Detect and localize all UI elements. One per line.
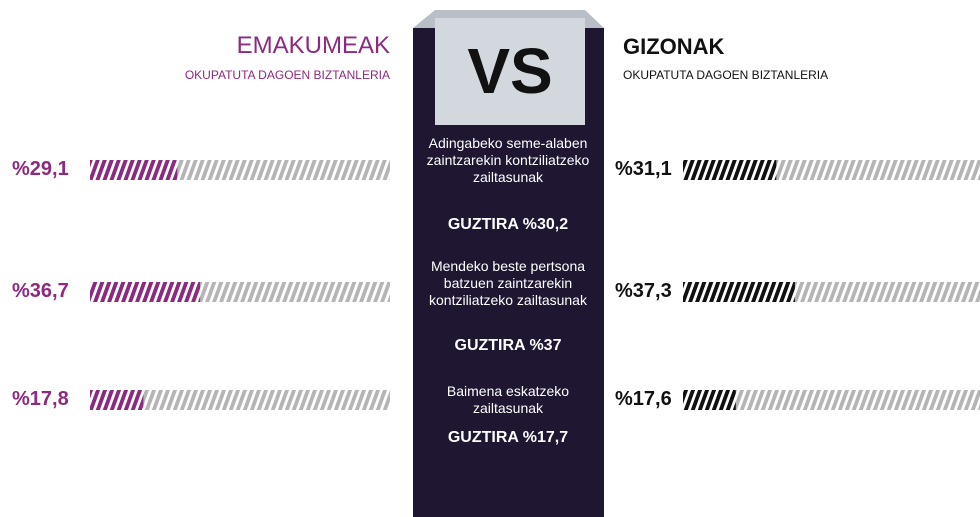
- women-subtitle: OKUPATUTA DAGOEN BIZTANLERIA: [184, 68, 390, 82]
- value-label: %17,8: [12, 388, 69, 410]
- bar: [683, 160, 777, 180]
- men-subtitle: OKUPATUTA DAGOEN BIZTANLERIA: [623, 68, 829, 82]
- bar: [683, 282, 795, 302]
- value-label: %31,1: [615, 158, 672, 180]
- women-title: EMAKUMEAK: [236, 32, 390, 59]
- category-label: Baimena eskatzeko zailtasunak: [446, 383, 570, 416]
- total-label: GUZTIRA %30,2: [447, 216, 569, 233]
- bar: [90, 282, 201, 302]
- total-label: GUZTIRA %37: [454, 337, 562, 354]
- vs-title: VS: [467, 35, 552, 107]
- bar: [90, 390, 144, 410]
- bar-track: [90, 390, 390, 410]
- value-label: %17,6: [615, 388, 672, 410]
- bar: [90, 160, 178, 180]
- men-title: GIZONAK: [623, 34, 725, 59]
- value-label: %37,3: [615, 280, 672, 302]
- category-label: Adingabeko seme-alaben zaintzarekin kont…: [426, 135, 590, 185]
- category-label: Mendeko beste pertsona batzuen zaintzare…: [429, 258, 587, 308]
- bar-track: [683, 390, 980, 410]
- value-label: %36,7: [12, 280, 69, 302]
- total-label: GUZTIRA %17,7: [447, 429, 569, 446]
- vs-box: [435, 18, 585, 125]
- value-label: %29,1: [12, 158, 69, 180]
- bar: [683, 390, 736, 410]
